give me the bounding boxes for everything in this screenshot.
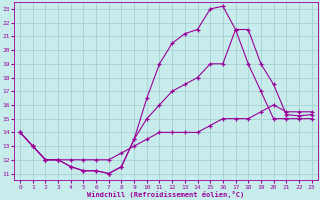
X-axis label: Windchill (Refroidissement éolien,°C): Windchill (Refroidissement éolien,°C) [87, 191, 244, 198]
